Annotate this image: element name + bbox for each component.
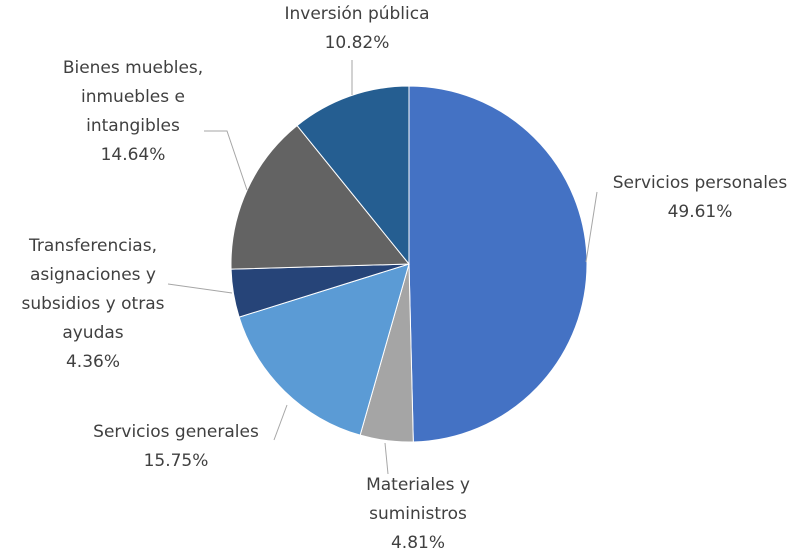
slice-label: Materiales y suministros bbox=[366, 475, 470, 524]
label-line: inmuebles e bbox=[81, 87, 185, 107]
slice-label: Transferencias, asignaciones y subsidios y… bbox=[22, 236, 165, 343]
pie-slice bbox=[408, 85, 588, 443]
leader-line bbox=[585, 191, 598, 263]
label-line: subsidios y otras bbox=[22, 294, 165, 314]
value-label: 49.61% bbox=[668, 202, 733, 222]
label-line: Inversión pública bbox=[284, 4, 429, 24]
value-label: 10.82% bbox=[325, 33, 390, 53]
slice-label: Inversión pública bbox=[284, 4, 429, 24]
label-line: Servicios personales bbox=[613, 173, 788, 193]
leader-line bbox=[384, 442, 389, 475]
label-line: suministros bbox=[369, 504, 467, 524]
slice-label: Servicios personales bbox=[613, 173, 788, 193]
slice-label: Bienes muebles, inmuebles e intangibles bbox=[63, 58, 203, 136]
pie-slice bbox=[238, 263, 410, 436]
leader-line bbox=[273, 404, 288, 441]
pie-slice bbox=[296, 85, 410, 266]
label-line: Transferencias, bbox=[28, 236, 157, 256]
label-line: Bienes muebles, bbox=[63, 58, 203, 78]
leader-line bbox=[167, 283, 233, 294]
label-line: Servicios generales bbox=[93, 422, 259, 442]
label-line: asignaciones y bbox=[30, 265, 156, 285]
label-line: intangibles bbox=[86, 116, 180, 136]
slice-label: Servicios generales bbox=[93, 422, 259, 442]
value-label: 4.81% bbox=[391, 533, 445, 553]
value-label: 14.64% bbox=[101, 145, 166, 165]
label-line: ayudas bbox=[62, 323, 123, 343]
leader-line bbox=[204, 130, 248, 191]
label-line: Materiales y bbox=[366, 475, 470, 495]
value-label: 15.75% bbox=[144, 451, 209, 471]
value-label: 4.36% bbox=[66, 352, 120, 372]
